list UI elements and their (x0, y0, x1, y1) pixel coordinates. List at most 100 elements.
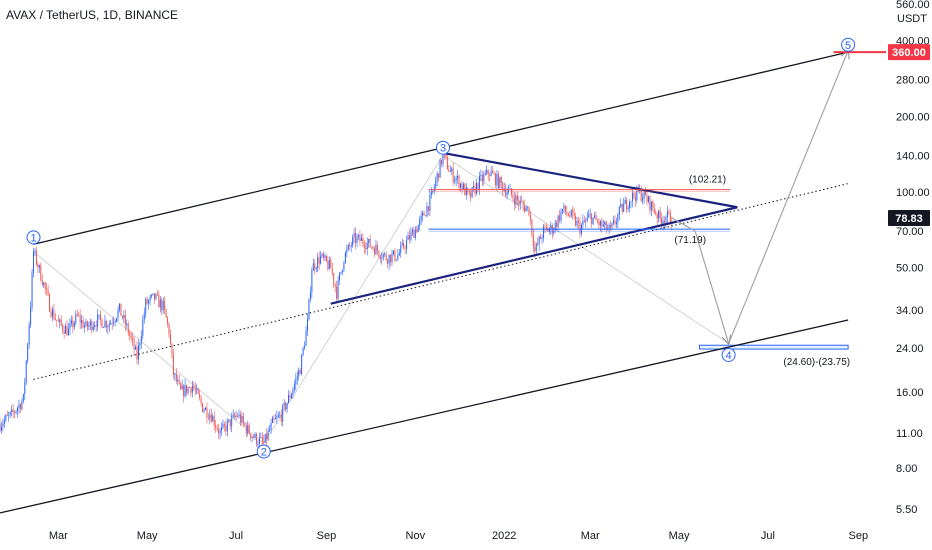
candle-body (2, 423, 4, 427)
candle-body (561, 208, 563, 212)
candle-body (253, 436, 255, 438)
candle-body (69, 323, 71, 329)
candle-body (537, 243, 539, 245)
candle-body (274, 418, 276, 420)
candle-body (413, 229, 415, 238)
candle-body (454, 180, 456, 182)
price-tick-label: 16.00 (896, 387, 924, 399)
candle-body (652, 201, 654, 209)
candle-body (407, 235, 409, 241)
price-tick-label: 100.00 (896, 187, 930, 199)
candle-body (28, 324, 30, 345)
candle-body (152, 293, 154, 295)
candle-body (148, 300, 150, 304)
candle-body (50, 311, 52, 317)
candle-body (132, 337, 134, 340)
candle-body (452, 168, 454, 182)
candle-body (643, 191, 645, 199)
candle-body (15, 411, 17, 413)
candle-body (276, 416, 278, 419)
candle-body (196, 388, 198, 391)
candle-body (487, 169, 489, 176)
candle-body (235, 415, 237, 418)
candle-body (172, 354, 174, 375)
candle-body (612, 220, 614, 224)
candle-body (522, 201, 524, 206)
candle-body (210, 414, 212, 422)
target-zone (698, 344, 849, 350)
candle-body (293, 384, 295, 390)
candle-body (392, 250, 394, 254)
candle-body (339, 273, 341, 281)
candle-body (183, 385, 185, 397)
candle-body (60, 319, 62, 325)
candle-body (27, 344, 29, 361)
candle-body (527, 206, 529, 208)
candle-body (212, 416, 214, 422)
candle-body (314, 263, 316, 270)
candle-body (649, 196, 651, 211)
candle-body (470, 192, 472, 198)
candle-body (84, 325, 86, 328)
candle-body (497, 173, 499, 188)
candle-body (334, 283, 336, 287)
candle-body (186, 384, 188, 393)
candle-body (363, 243, 365, 248)
candle-body (78, 314, 80, 316)
price-tick-label: 200.00 (896, 111, 930, 123)
candle-body (0, 423, 1, 431)
candle-body (8, 414, 10, 416)
candle-body (569, 215, 571, 217)
time-tick-label: Nov (406, 530, 426, 542)
candle-body (669, 212, 671, 223)
candle-body (653, 208, 655, 213)
candle-body (560, 211, 562, 221)
candle-body (31, 272, 33, 308)
candle-body (12, 409, 14, 412)
candle-body (277, 415, 279, 417)
candle-body (167, 317, 169, 324)
price-tick-label: 560.00 (896, 0, 930, 11)
wave-label: 1 (30, 232, 36, 244)
candle-body (519, 200, 521, 205)
candle-body (471, 187, 473, 198)
candle-body (484, 173, 486, 175)
time-tick-label: Jul (229, 530, 243, 542)
candle-body (608, 225, 610, 229)
target-price-badge-bg (888, 44, 930, 61)
candle-body (200, 397, 202, 404)
candle-body (509, 188, 511, 190)
candle-body (595, 215, 597, 221)
candle-body (174, 373, 176, 375)
labels-layer: (102.21) (71.19) (24.60)-(23.75) 1 2 3 4 5 (26, 37, 856, 459)
candle-body (666, 211, 668, 218)
candle-body (576, 220, 578, 226)
candle-body (547, 227, 549, 232)
candle-body (67, 328, 69, 336)
candle-body (158, 295, 160, 308)
candle-body (545, 226, 547, 228)
candle-body (331, 268, 333, 274)
time-axis[interactable]: Mar May Jul Sep Nov 2022 Mar May Jul Sep (49, 530, 868, 542)
candle-body (589, 213, 591, 215)
time-tick-label: Mar (49, 530, 68, 542)
candle-body (368, 238, 370, 243)
price-tick-label: 140.00 (896, 150, 930, 162)
candle-body (372, 247, 374, 249)
candle-body (43, 282, 45, 285)
candle-body (594, 215, 596, 218)
price-axis[interactable]: USDT 5.50 8.00 11.00 16.00 24.00 34.00 50.00 70… (888, 0, 930, 516)
candle-body (229, 419, 231, 427)
candle-body (417, 225, 419, 233)
candle-body (299, 369, 301, 374)
candle-body (34, 250, 36, 252)
candle-body (258, 437, 260, 445)
candle-body (295, 378, 297, 385)
candle-body (532, 234, 534, 248)
candle-body (411, 229, 413, 233)
candle-body (215, 425, 217, 428)
candle-body (610, 225, 612, 228)
candle-body (203, 410, 205, 412)
wave-circle (721, 347, 736, 362)
